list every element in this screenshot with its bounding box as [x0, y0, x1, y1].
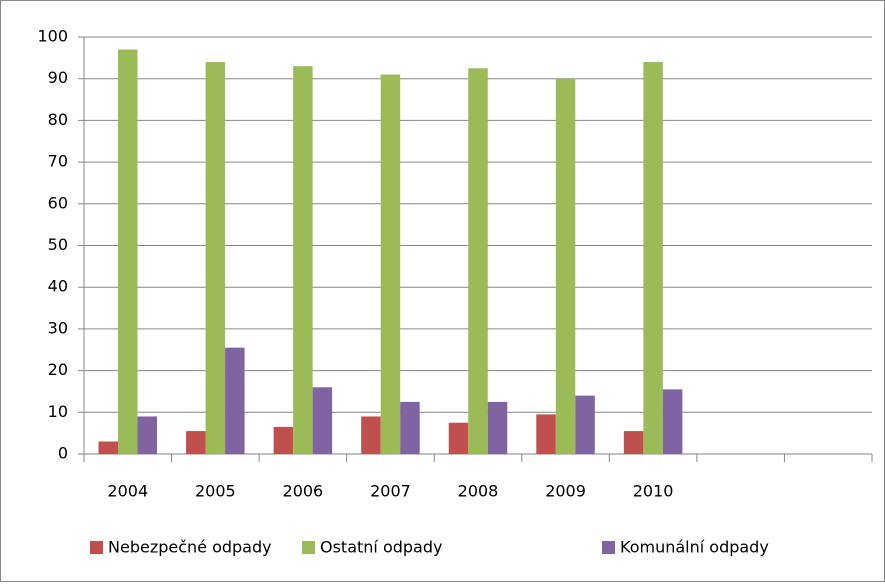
- bar: [98, 441, 119, 454]
- bar: [225, 347, 245, 454]
- bar: [448, 422, 469, 454]
- bar: [536, 414, 556, 454]
- legend-swatch: [602, 541, 615, 554]
- bar: [555, 78, 576, 454]
- legend-label: Nebezpečné odpady: [108, 538, 272, 557]
- y-tick-label: 70: [48, 152, 68, 171]
- y-tick-label: 80: [48, 110, 68, 129]
- legend-label: Ostatní odpady: [320, 538, 442, 557]
- x-tick-label: 2005: [195, 482, 236, 501]
- y-tick-label: 60: [48, 193, 68, 212]
- y-tick-label: 100: [37, 27, 68, 46]
- y-tick-label: 0: [58, 444, 68, 463]
- y-tick-label: 40: [48, 277, 68, 296]
- bar: [293, 66, 313, 454]
- y-tick-label: 90: [48, 68, 68, 87]
- bar: [118, 49, 138, 454]
- y-tick-label: 20: [48, 360, 68, 379]
- bar: [186, 431, 206, 454]
- y-tick-label: 10: [48, 402, 68, 421]
- x-tick-label: 2004: [107, 482, 148, 501]
- y-tick-label: 30: [48, 318, 68, 337]
- bar: [487, 401, 508, 454]
- bar: [205, 62, 226, 455]
- x-tick-label: 2009: [545, 482, 586, 501]
- bar: [623, 431, 644, 454]
- legend-swatch: [90, 541, 103, 554]
- bar: [575, 395, 595, 454]
- bar: [468, 68, 488, 455]
- bar: [400, 401, 420, 454]
- x-tick-label: 2006: [283, 482, 324, 501]
- bar: [662, 389, 683, 454]
- bar: [273, 426, 294, 454]
- legend-label: Komunální odpady: [620, 538, 769, 557]
- bar: [361, 416, 381, 454]
- bar: [137, 416, 158, 454]
- x-tick-label: 2007: [370, 482, 411, 501]
- legend-swatch: [302, 541, 315, 554]
- bar: [643, 62, 663, 455]
- x-tick-label: 2008: [458, 482, 499, 501]
- y-tick-label: 50: [48, 235, 68, 254]
- x-tick-label: 2010: [633, 482, 674, 501]
- bar: [312, 387, 333, 454]
- bar: [380, 74, 401, 454]
